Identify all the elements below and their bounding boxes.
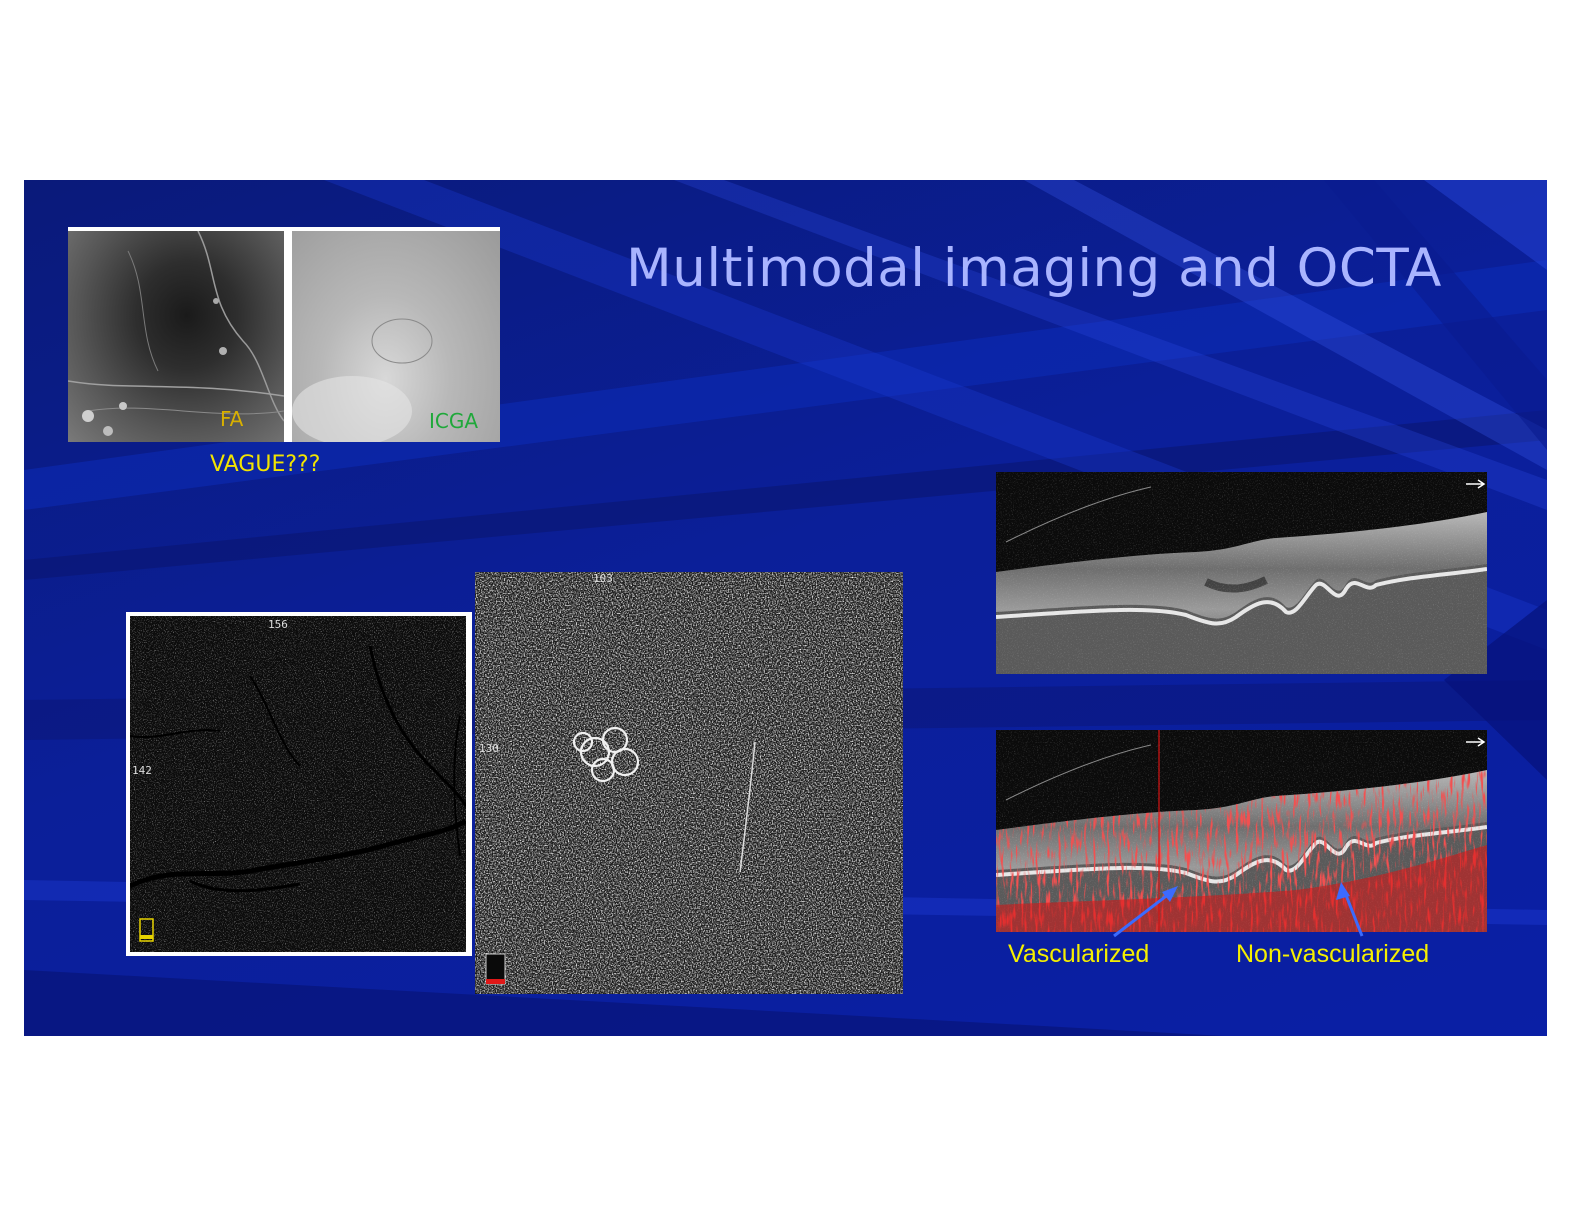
icga-label: ICGA <box>429 409 479 433</box>
vascularized-label: Vascularized <box>1008 940 1150 968</box>
octa-superficial-side-number: 142 <box>132 764 152 777</box>
octa-superficial-image: 156 142 <box>130 616 466 952</box>
octa-outer-retina-panel: 103 130 <box>475 572 903 994</box>
background-rays <box>24 180 1547 1036</box>
fa-label: FA <box>220 407 244 431</box>
octa-outer-retina-top-number: 103 <box>593 572 613 585</box>
fa-icga-image-panel: FA ICGA <box>68 227 500 442</box>
icga-shading <box>292 318 433 442</box>
octa-superficial-top-number: 156 <box>268 618 288 631</box>
octa-outer-retina-image <box>475 572 903 994</box>
non-vascularized-label: Non-vascularized <box>1236 940 1430 968</box>
oct-bscan-flow-overlay <box>996 730 1487 932</box>
vague-caption: VAGUE??? <box>210 452 321 477</box>
icga-image: ICGA <box>292 231 500 442</box>
oct-structural-image <box>996 472 1487 674</box>
octa-outer-retina-side-number: 130 <box>479 742 499 755</box>
annotation-arrows <box>1113 882 1364 938</box>
slide-background: Multimodal imaging and OCTA FA ICGA <box>24 180 1547 1036</box>
oct-bscan-structural <box>996 472 1487 674</box>
fa-vessels <box>68 231 284 436</box>
octa-superficial-noise <box>130 616 466 952</box>
fa-image: FA <box>68 231 284 442</box>
slide-title: Multimodal imaging and OCTA <box>626 238 1442 299</box>
octa-superficial-panel: 156 142 <box>126 612 472 956</box>
oct-flow-image <box>996 730 1487 932</box>
